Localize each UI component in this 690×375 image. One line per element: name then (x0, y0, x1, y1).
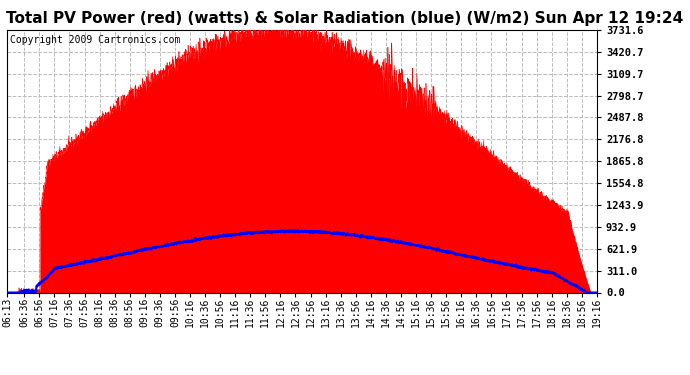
Text: Total PV Power (red) (watts) & Solar Radiation (blue) (W/m2) Sun Apr 12 19:24: Total PV Power (red) (watts) & Solar Rad… (6, 11, 684, 26)
Text: Copyright 2009 Cartronics.com: Copyright 2009 Cartronics.com (10, 35, 180, 45)
